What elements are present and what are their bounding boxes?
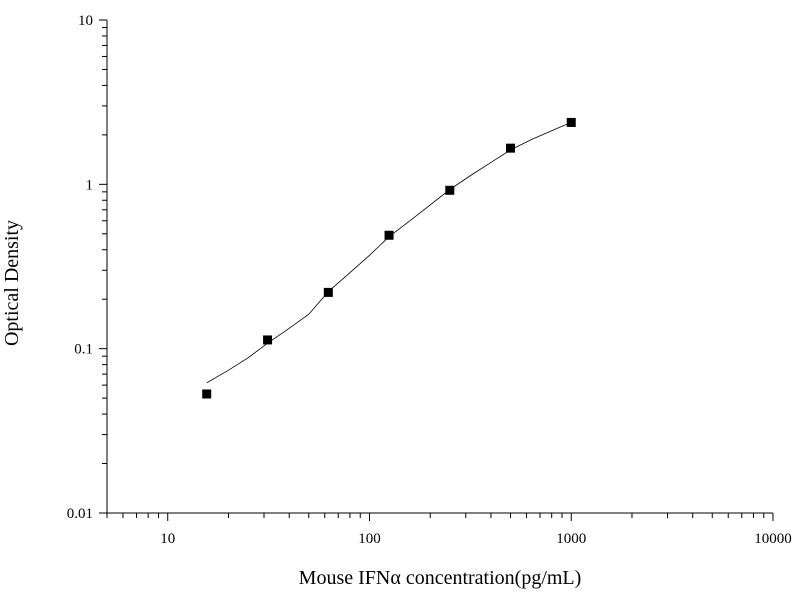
x-tick-label: 1000 xyxy=(556,531,586,547)
data-point xyxy=(506,143,516,153)
data-point xyxy=(445,185,455,195)
data-point xyxy=(384,230,394,240)
y-tick-label: 1 xyxy=(86,177,94,193)
x-tick-label: 10000 xyxy=(754,531,792,547)
axes: 10 100 1000 10000 0.01 0.1 1 10 xyxy=(67,13,792,547)
data-point xyxy=(263,335,273,345)
x-tick-label: 10 xyxy=(160,531,175,547)
x-tick-label: 100 xyxy=(358,531,381,547)
data-point xyxy=(202,389,212,399)
y-tick-label: 0.1 xyxy=(74,342,93,358)
y-axis-title: Optical Density xyxy=(1,220,23,346)
x-axis-title: Mouse IFNα concentration(pg/mL) xyxy=(299,567,582,589)
data-point xyxy=(566,117,576,127)
fit-curve xyxy=(206,122,572,384)
y-tick-label: 10 xyxy=(78,13,93,29)
data-point xyxy=(323,287,333,297)
y-tick-label: 0.01 xyxy=(67,506,93,522)
data-points xyxy=(202,117,576,399)
fit-curve-layer xyxy=(206,122,572,384)
